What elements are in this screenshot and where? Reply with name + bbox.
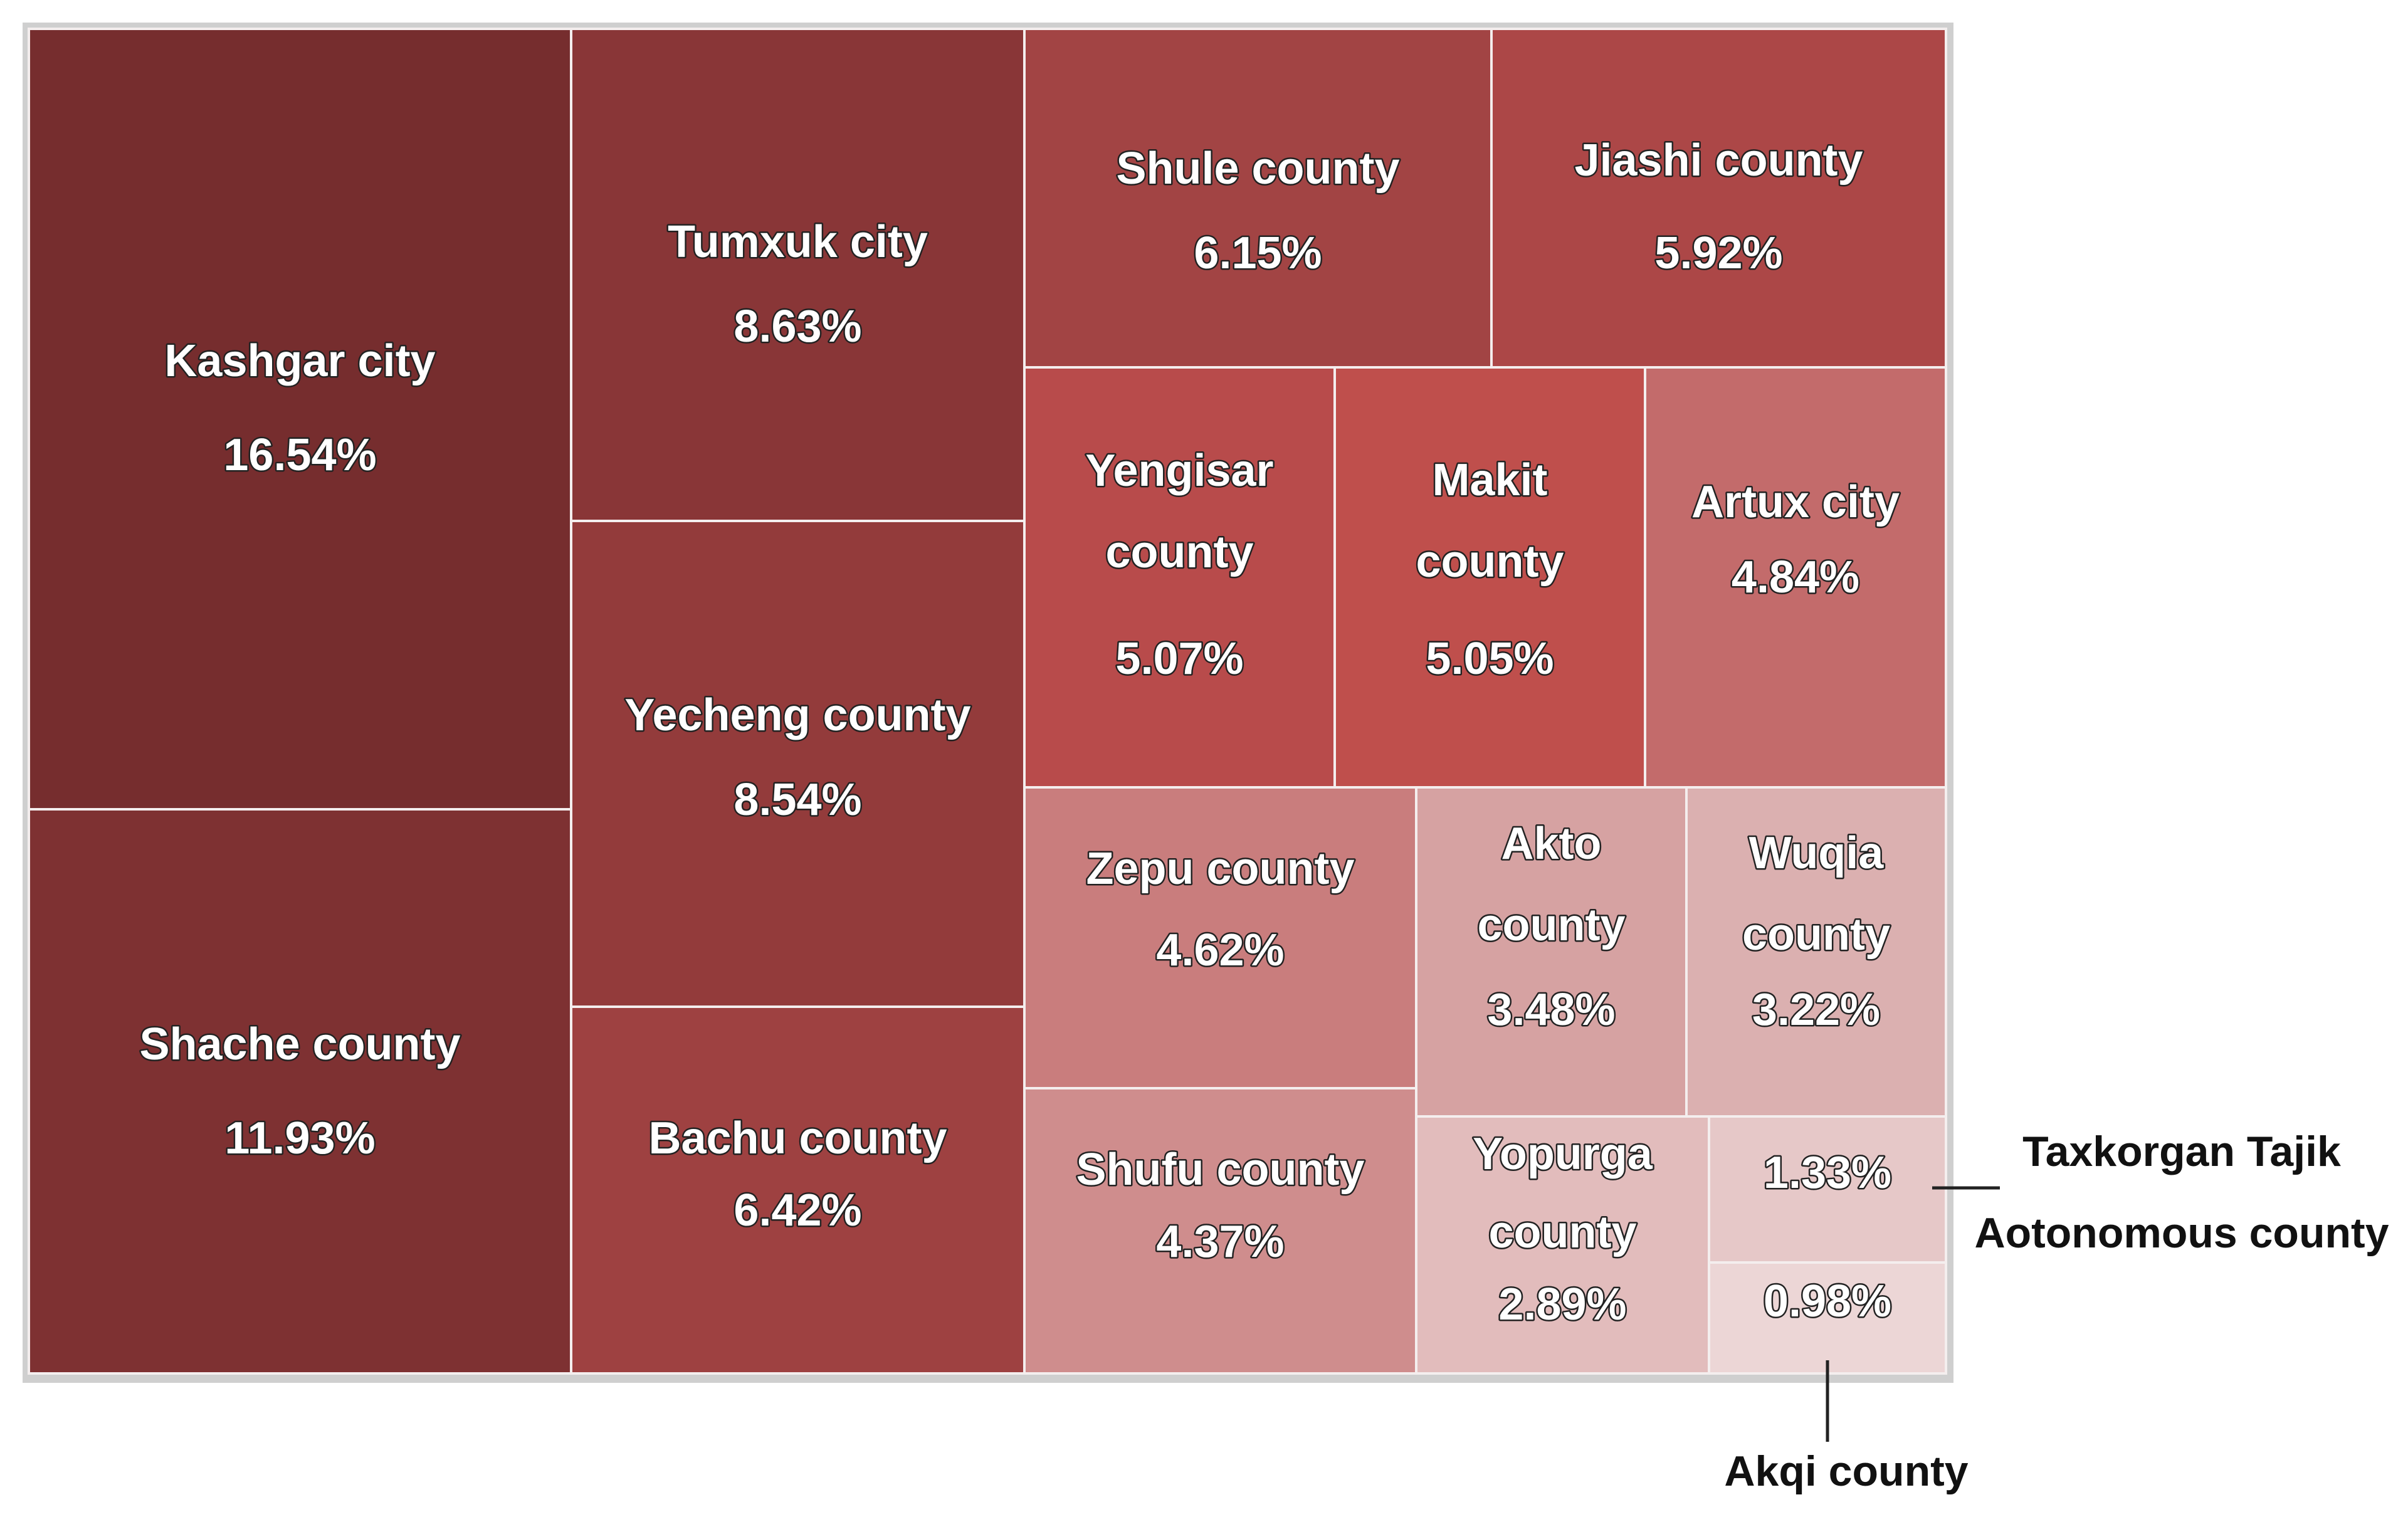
treemap-cell-value-0-98 bbox=[1708, 1261, 1947, 1375]
treemap-label-yengisar-county-line-1: Yengisar bbox=[1085, 446, 1273, 496]
treemap-value-value-0-98: 0.98% bbox=[1764, 1276, 1891, 1326]
treemap-cells bbox=[28, 28, 1947, 1375]
treemap-label-bachu-county-line-1: Bachu county bbox=[648, 1113, 947, 1163]
treemap-cell-wuqia-county bbox=[1685, 786, 1947, 1118]
treemap-cell-shufu-county bbox=[1023, 1087, 1417, 1375]
treemap-cell-yopurga-county bbox=[1415, 1115, 1710, 1375]
treemap-cell-jiashi-county bbox=[1490, 28, 1947, 369]
treemap-value-wuqia-county: 3.22% bbox=[1752, 985, 1880, 1035]
treemap-value-tumxuk-city: 8.63% bbox=[733, 302, 861, 352]
callout-label-taxkorgan-tajik-aotonomous-county-line-2: Aotonomous county bbox=[1974, 1209, 2389, 1257]
treemap-label-makit-county-line-2: county bbox=[1416, 537, 1564, 587]
treemap-label-kashgar-city-line-1: Kashgar city bbox=[164, 336, 435, 386]
treemap-cell-makit-county bbox=[1333, 366, 1646, 789]
treemap-label-makit-county-line-1: Makit bbox=[1432, 455, 1547, 505]
treemap-cell-value-1-33 bbox=[1708, 1115, 1947, 1264]
treemap-value-bachu-county: 6.42% bbox=[733, 1185, 861, 1236]
treemap-label-shufu-county-line-1: Shufu county bbox=[1076, 1145, 1365, 1195]
treemap-value-shufu-county: 4.37% bbox=[1156, 1217, 1284, 1267]
treemap-cell-shache-county bbox=[28, 808, 572, 1375]
treemap-value-kashgar-city: 16.54% bbox=[223, 430, 376, 480]
treemap-cell-yengisar-county bbox=[1023, 366, 1336, 789]
treemap-label-akto-county-line-1: Akto bbox=[1501, 819, 1602, 869]
treemap-value-jiashi-county: 5.92% bbox=[1654, 228, 1782, 278]
treemap-value-yengisar-county: 5.07% bbox=[1115, 634, 1243, 684]
treemap-value-akto-county: 3.48% bbox=[1487, 985, 1615, 1035]
treemap-value-artux-city: 4.84% bbox=[1732, 552, 1859, 602]
treemap-cell-kashgar-city bbox=[28, 28, 572, 811]
treemap-label-wuqia-county-line-1: Wuqia bbox=[1749, 828, 1885, 878]
treemap-label-akto-county-line-2: county bbox=[1477, 900, 1625, 950]
treemap-label-shule-county-line-1: Shule county bbox=[1116, 144, 1399, 194]
treemap-value-makit-county: 5.05% bbox=[1426, 634, 1554, 684]
treemap-label-jiashi-county-line-1: Jiashi county bbox=[1574, 135, 1863, 186]
treemap-label-yopurga-county-line-2: county bbox=[1488, 1207, 1636, 1257]
treemap-value-yopurga-county: 2.89% bbox=[1498, 1279, 1626, 1330]
treemap-label-tumxuk-city-line-1: Tumxuk city bbox=[668, 217, 928, 267]
callout-label-taxkorgan-tajik-aotonomous-county-line-1: Taxkorgan Tajik bbox=[2022, 1128, 2341, 1175]
treemap-labels: Kashgar city 16.54% Shache county 11.93% Tum… bbox=[138, 134, 1901, 1331]
treemap-cell-shule-county bbox=[1023, 28, 1493, 369]
treemap-label-artux-city-line-1: Artux city bbox=[1691, 477, 1900, 527]
treemap-value-zepu-county: 4.62% bbox=[1156, 925, 1284, 975]
treemap-label-wuqia-county-line-2: county bbox=[1742, 910, 1890, 960]
treemap-cell-tumxuk-city bbox=[570, 28, 1026, 522]
treemap-value-value-1-33: 1.33% bbox=[1764, 1148, 1891, 1198]
treemap-label-zepu-county-line-1: Zepu county bbox=[1086, 844, 1355, 894]
treemap-value-shache-county: 11.93% bbox=[224, 1113, 375, 1163]
treemap-value-yecheng-county: 8.54% bbox=[733, 775, 861, 825]
treemap-label-yopurga-county-line-1: Yopurga bbox=[1473, 1129, 1653, 1179]
treemap-cell-yecheng-county bbox=[570, 520, 1026, 1008]
treemap-value-shule-county: 6.15% bbox=[1194, 228, 1322, 278]
treemap-callouts: Taxkorgan Tajik Aotonomous county Akqi cou… bbox=[1724, 1128, 2389, 1495]
treemap-cell-artux-city bbox=[1644, 366, 1947, 789]
treemap-label-shache-county-line-1: Shache county bbox=[139, 1019, 460, 1069]
treemap-label-yengisar-county-line-2: county bbox=[1105, 527, 1253, 577]
treemap-label-yecheng-county-line-1: Yecheng county bbox=[624, 690, 970, 740]
treemap-cell-akto-county bbox=[1415, 786, 1688, 1118]
callout-label-akqi-county-line-1: Akqi county bbox=[1724, 1447, 1968, 1495]
treemap-cell-bachu-county bbox=[570, 1005, 1026, 1375]
